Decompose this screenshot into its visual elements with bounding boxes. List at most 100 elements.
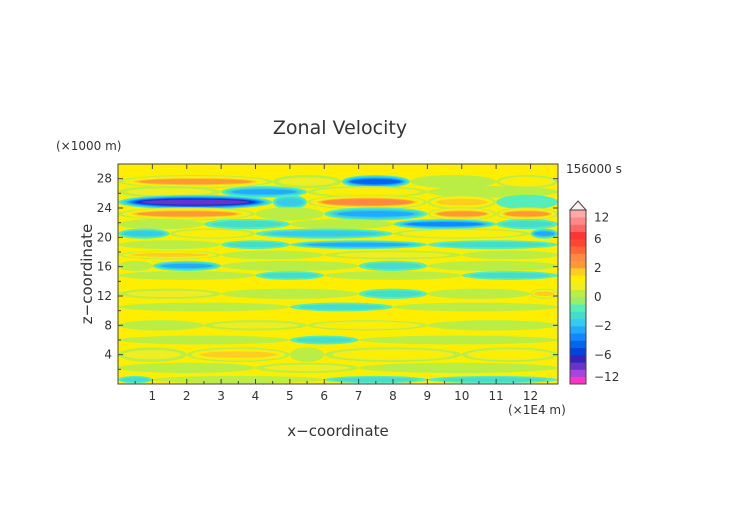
- field-band-14-4-2: [472, 351, 548, 359]
- y-axis: 4 8 12 16 20 24 28: [97, 172, 558, 370]
- field-band-12-1-1: [212, 322, 299, 329]
- x-tick-label: 9: [424, 389, 432, 403]
- field-band-5-0-2: [123, 231, 164, 237]
- field-band-10-2-1: [364, 290, 422, 298]
- y-tick-label: 8: [104, 318, 112, 332]
- field-band-9-2-0: [324, 271, 462, 280]
- field-band-16-1-0: [152, 375, 325, 384]
- colorbar-tick-label: 2: [594, 261, 602, 275]
- field-band-3-0-4: [136, 211, 237, 217]
- field-band-1-2-2: [320, 188, 414, 195]
- field-band-3-1-0: [255, 207, 325, 221]
- y-tick-label: 20: [97, 230, 112, 244]
- colorbar-swatch: [570, 311, 586, 320]
- x-tick-label: 7: [355, 389, 363, 403]
- field-band-9-3-1: [469, 272, 550, 279]
- field-band-4-0-0: [118, 219, 204, 230]
- field-band-5-2-2: [270, 231, 378, 237]
- field-band-5-4-3: [533, 231, 555, 236]
- colorbar-swatch: [570, 326, 586, 334]
- colorbar-tick-label: −6: [594, 348, 612, 362]
- field-band-12-0-0: [118, 320, 204, 331]
- field-band-7-0-3: [131, 253, 209, 257]
- colorbar-swatch: [570, 217, 586, 225]
- field-band-5-1-2: [179, 231, 246, 237]
- colorbar-swatch: [570, 318, 586, 327]
- field-band-12-2-2: [320, 322, 414, 328]
- field-band-13-1-1: [295, 337, 353, 343]
- field-band-0-0-4: [138, 178, 252, 185]
- field-band-14-0-1: [123, 350, 181, 360]
- field-band-7-2-1: [335, 252, 451, 258]
- field-band-13-0-0: [118, 335, 290, 345]
- field-band-10-4-3: [533, 291, 555, 297]
- colorbar-frame: [569, 209, 587, 385]
- colorbar-swatch: [570, 355, 586, 363]
- field-band-10-0-1: [126, 290, 213, 298]
- field-band-8-0-0: [118, 260, 153, 272]
- colorbar-swatch: [570, 304, 586, 312]
- field-band-1-0-1: [126, 188, 213, 196]
- field-band-10-3-0: [427, 288, 531, 299]
- x-axis-unit: (×1E4 m): [508, 403, 566, 417]
- field-band-2-4-0: [496, 194, 558, 210]
- x-axis-label: x−coordinate: [287, 422, 388, 440]
- field-band-3-4-4: [504, 211, 550, 217]
- field-band-16-2-1: [332, 377, 419, 382]
- field-band-16-0-1: [120, 377, 150, 382]
- y-axis-label: z−coordinate: [78, 224, 96, 324]
- field-band-8-4-0: [427, 260, 558, 272]
- velocity-field: [118, 164, 558, 384]
- colorbar-swatch: [570, 362, 586, 370]
- x-axis: 1 2 3 4 5 6 7 8 9 10 11 12: [134, 164, 549, 403]
- field-band-14-1-3: [199, 351, 277, 358]
- field-band-4-1-1: [211, 220, 283, 228]
- field-band-14-2-0: [289, 347, 325, 362]
- field-band-6-3-1: [438, 241, 547, 248]
- colorbar-tick-label: 6: [594, 232, 602, 246]
- colorbar-tick-label: −2: [594, 319, 612, 333]
- y-tick-label: 12: [97, 289, 112, 303]
- colorbar-tick-label: −12: [594, 370, 619, 384]
- colorbar-swatch: [570, 231, 586, 240]
- colorbar-swatch: [570, 246, 586, 254]
- x-tick-label: 4: [252, 389, 260, 403]
- colorbar-swatch: [570, 376, 586, 385]
- field-band-8-3-1: [364, 262, 422, 270]
- colorbar-swatch: [570, 253, 586, 262]
- colorbar-swatch: [570, 289, 586, 298]
- field-band-14-3-2: [339, 351, 447, 359]
- plot-frame: [117, 163, 559, 385]
- field-band-15-1-1: [264, 364, 350, 372]
- chart-title: Zonal Velocity: [273, 117, 407, 139]
- colorbar-swatch: [570, 210, 586, 218]
- colorbar-swatch: [570, 340, 586, 349]
- field-band-15-0-0: [118, 362, 256, 373]
- field-band-3-2-3: [337, 210, 415, 217]
- colorbar-swatch: [570, 369, 586, 378]
- field-band-3-3-4: [436, 211, 487, 217]
- colorbar-swatch: [570, 239, 586, 247]
- field-band-6-0-0: [118, 240, 222, 250]
- colorbar-swatch: [570, 260, 586, 269]
- x-tick-label: 2: [183, 389, 191, 403]
- field-band-11-2-0: [393, 302, 558, 312]
- field-band-2-3-3: [436, 198, 488, 206]
- y-tick-label: 4: [104, 348, 112, 362]
- field-band-9-1-1: [261, 272, 319, 279]
- y-axis-unit: (×1000 m): [56, 139, 121, 153]
- field-band-4-3-4: [406, 222, 483, 227]
- colorbar-swatch: [570, 297, 586, 305]
- field-band-2-0-8: [141, 199, 250, 205]
- y-tick-label: 16: [97, 260, 112, 274]
- field-band-6-2-3: [307, 242, 410, 247]
- x-tick-label: 11: [488, 389, 503, 403]
- colorbar: 12 6 2 0 −2 −6 −12: [568, 200, 619, 385]
- field-band-13-2-0: [358, 335, 558, 345]
- x-tick-label: 1: [149, 389, 157, 403]
- field-band-6-1-1: [226, 241, 285, 248]
- field-band-5-3-2: [408, 231, 516, 237]
- field-band-7-1-0: [221, 250, 325, 260]
- field-band-8-2-0: [221, 260, 359, 272]
